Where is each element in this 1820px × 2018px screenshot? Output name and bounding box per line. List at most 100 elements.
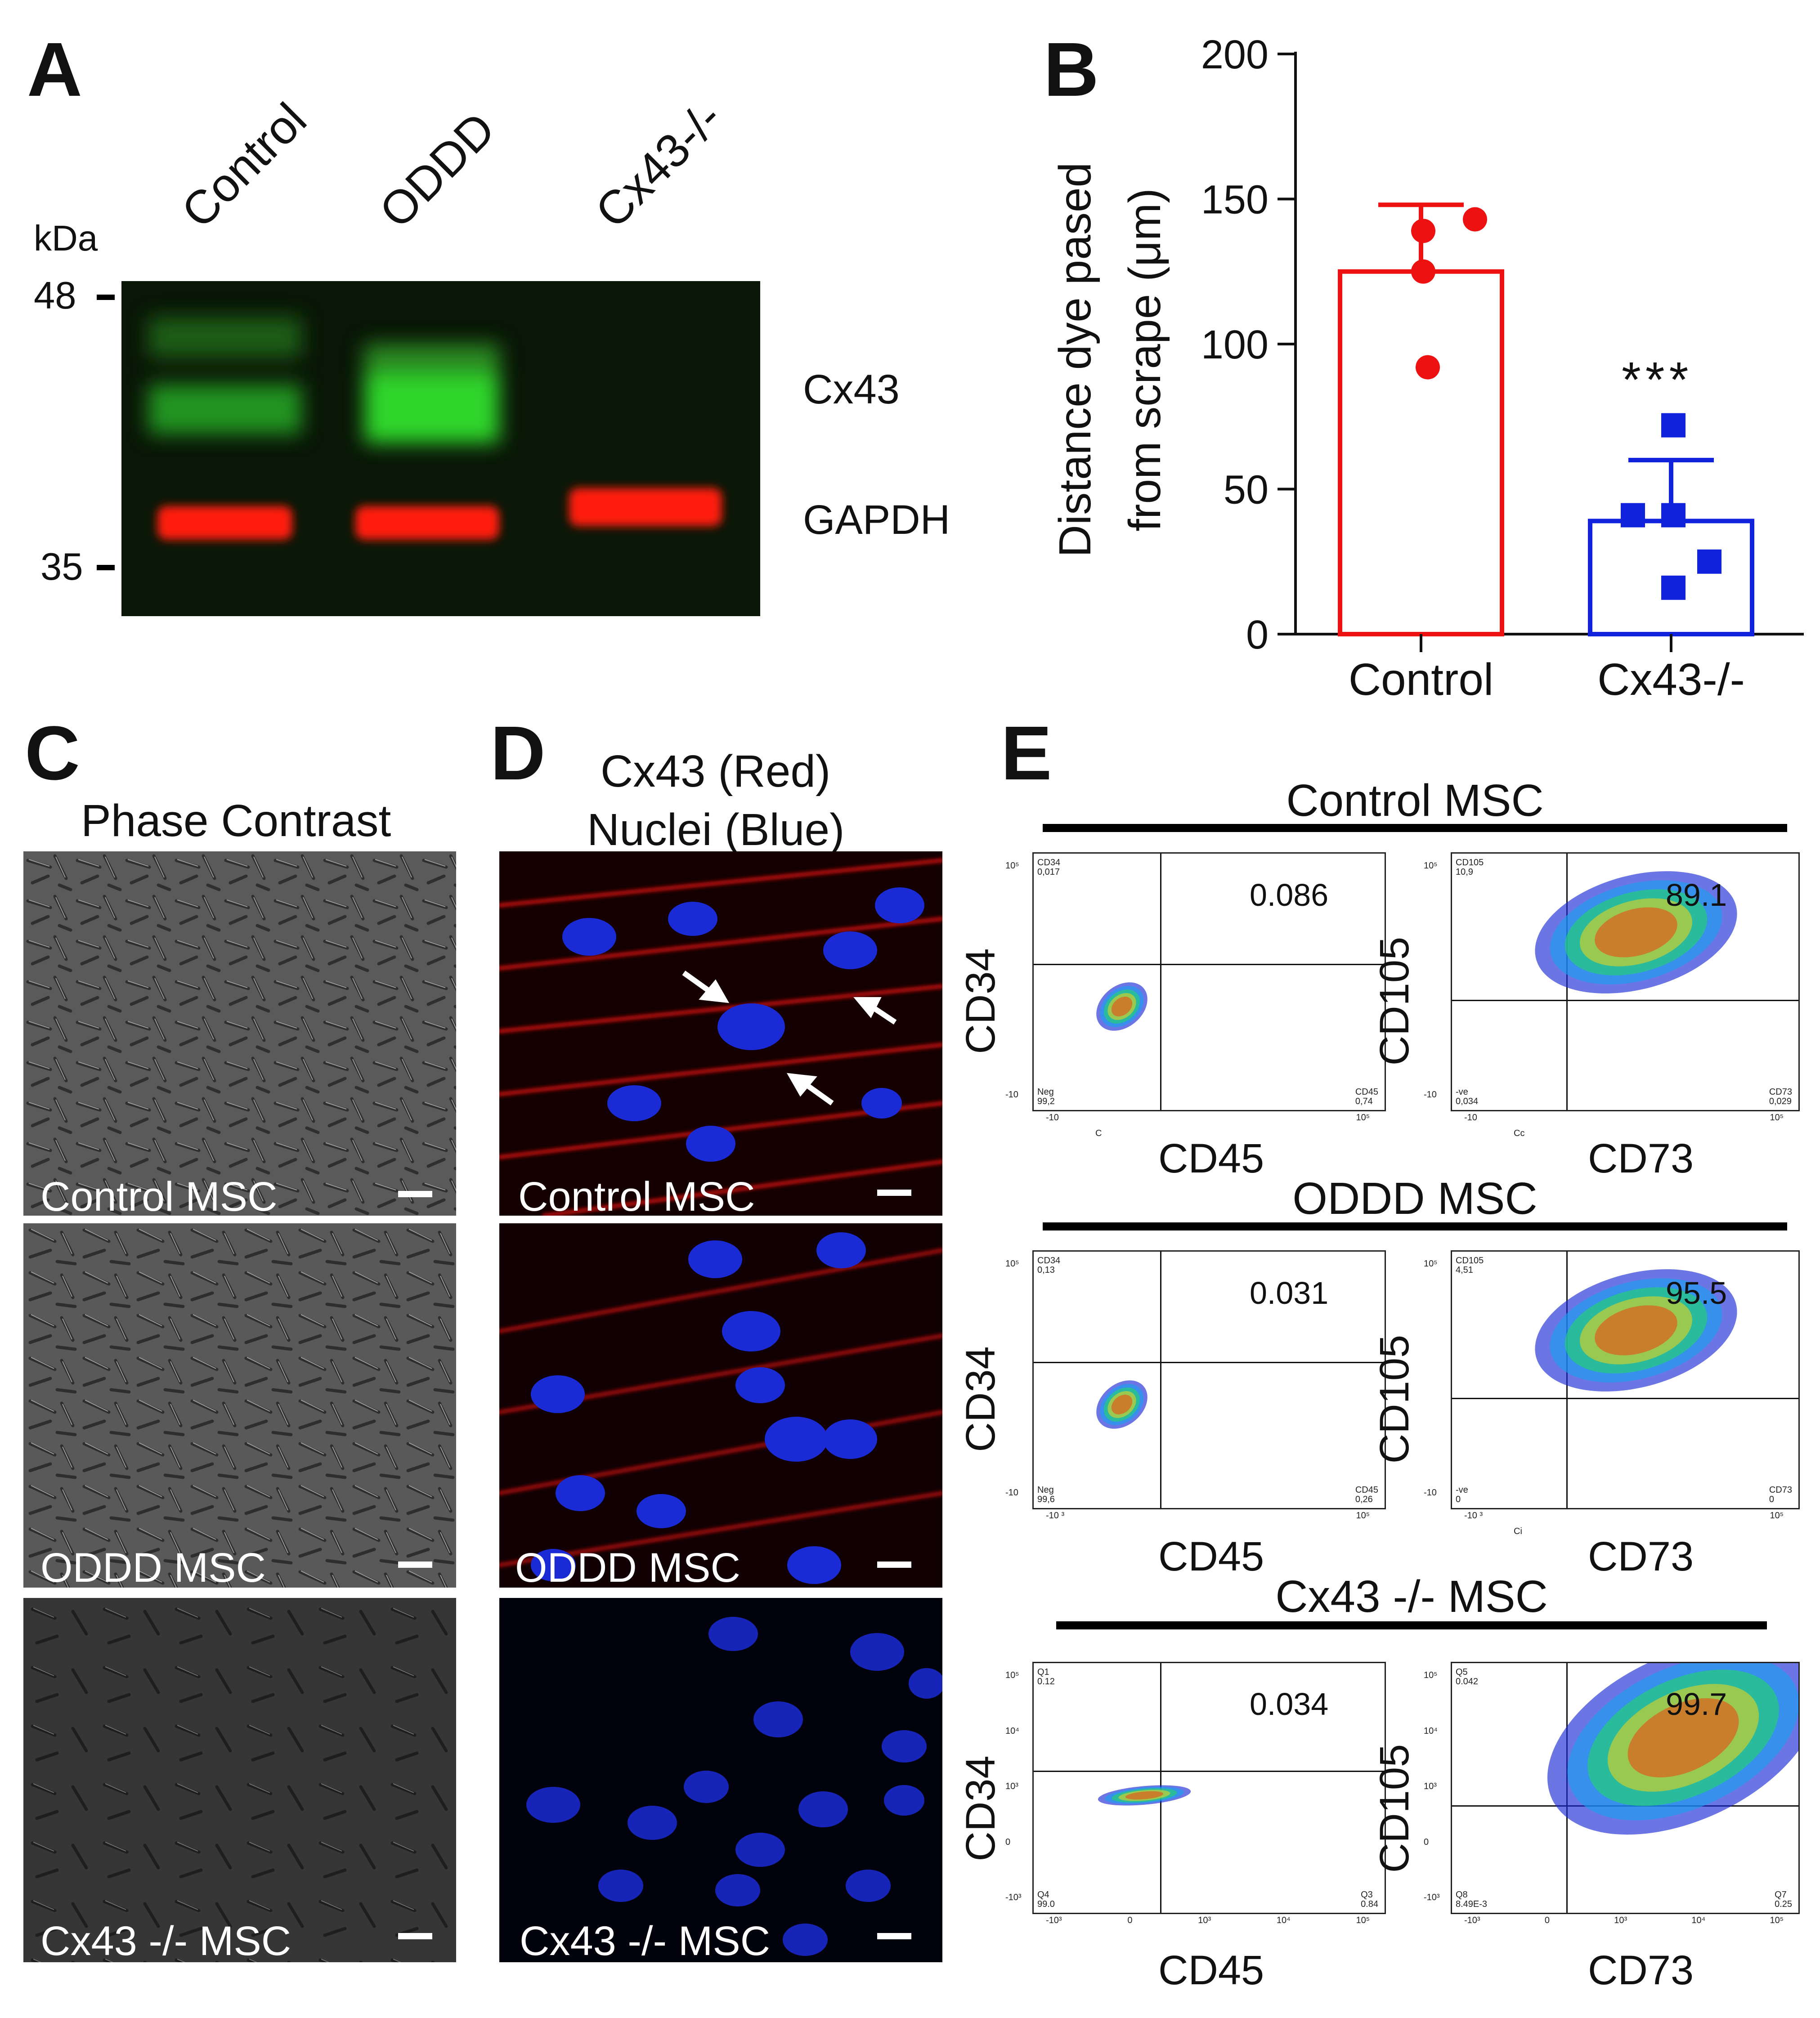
- data-point: [1621, 503, 1645, 528]
- quadrant-percentage: 95.5: [1666, 1275, 1727, 1311]
- quadrant-label-lower-left: Q4 99.0: [1037, 1890, 1055, 1909]
- marker-35: 35: [40, 546, 83, 588]
- chart-ylabel-line2: from scrape (μm): [1120, 188, 1170, 532]
- flow-x-axis-label: CD73: [1588, 1534, 1694, 1579]
- gate-horizontal: [1452, 1398, 1798, 1399]
- flow-y-axis-label: CD105: [1372, 936, 1417, 1066]
- quadrant-label-lower-left: Neg 99,2: [1037, 1087, 1055, 1106]
- panel-letter-e: E: [1001, 711, 1052, 796]
- flow-y-axis-label: CD105: [1372, 1744, 1417, 1873]
- x-tick: 10⁴: [1691, 1915, 1706, 1925]
- scale-bar: [398, 1933, 432, 1939]
- y-tick: 10⁵: [1424, 861, 1438, 871]
- x-tick: 10⁵: [1770, 1511, 1784, 1521]
- y-tick: 10⁵: [1005, 861, 1019, 871]
- scale-bar: [877, 1190, 911, 1196]
- panel-letter-d: D: [490, 711, 546, 796]
- phase-image-control: [23, 851, 456, 1216]
- phase-image-oddd: [23, 1223, 456, 1588]
- fluor-image-oddd: [499, 1223, 942, 1588]
- gate-horizontal: [1452, 1000, 1798, 1001]
- quadrant-label-lower-right: Q7 0.25: [1775, 1890, 1792, 1909]
- gate-vertical: [1160, 854, 1161, 1110]
- quadrant-label-lower-right: CD73 0,029: [1769, 1087, 1792, 1106]
- x-tick: 10⁵: [1356, 1113, 1370, 1123]
- flow-x-axis-label: CD73: [1588, 1947, 1694, 1993]
- gate-horizontal: [1034, 1362, 1385, 1363]
- x-tick-labels: -10³ 0 10³ 10⁴ 10⁵: [1464, 1916, 1784, 1925]
- gate-horizontal: [1034, 964, 1385, 965]
- chart-ylabel-line1: Distance dye pased: [1050, 162, 1100, 558]
- x-tick: -10³: [1046, 1915, 1062, 1925]
- flow-group-separator: [1043, 824, 1787, 832]
- scatter-population: [1096, 982, 1148, 1031]
- y-tick-labels: 10⁵ 10⁴ 10³ 0 -10³: [1005, 1671, 1022, 1902]
- fluor-title-line2: Nuclei (Blue): [587, 805, 845, 855]
- y-tick: 0: [1424, 1837, 1429, 1847]
- x-tick-labels: -10³ 0 10³ 10⁴ 10⁵: [1046, 1916, 1370, 1925]
- y-tick-label: 0: [1246, 613, 1269, 658]
- bar-chart: 0 50 100 150 200 Control Cx43-/-: [1201, 36, 1804, 705]
- x-tick: -10 ³: [1046, 1511, 1065, 1521]
- y-tick: 10⁵: [1005, 1670, 1019, 1680]
- x-tick: 10⁴: [1276, 1915, 1291, 1925]
- axis-corner-label: Ci: [1514, 1526, 1522, 1536]
- lane-label-cx43ko: Cx43-/-: [585, 91, 732, 238]
- western-blot-image: [121, 281, 760, 616]
- flow-plot: CD105 4,51 -ve 0 CD73 0 95.5: [1451, 1250, 1800, 1509]
- data-point: [1463, 207, 1487, 232]
- quadrant-label-upper-left: CD105 10,9: [1456, 858, 1484, 877]
- marker-35-tick: [97, 565, 115, 570]
- x-tick-label: Cx43-/-: [1597, 654, 1745, 705]
- quadrant-label-lower-right: CD45 0,74: [1355, 1087, 1378, 1106]
- scatter-population: [1098, 1785, 1191, 1806]
- flow-x-axis-label: CD45: [1158, 1136, 1264, 1181]
- y-tick: -10: [1005, 1090, 1018, 1100]
- x-tick-label: Control: [1349, 654, 1493, 705]
- quadrant-percentage: 0.034: [1250, 1687, 1329, 1722]
- x-tick-labels: -10 10⁵: [1046, 1113, 1370, 1123]
- scatter-population: [1547, 1663, 1798, 1835]
- fluor-label-control: Control MSC: [518, 1174, 755, 1220]
- bar-Control: [1338, 269, 1504, 636]
- flow-plot: CD105 10,9 -ve 0,034 CD73 0,029 89.1: [1451, 852, 1800, 1111]
- x-tick: 10⁵: [1770, 1915, 1784, 1925]
- scale-bar: [877, 1562, 911, 1568]
- y-tick-label: 50: [1224, 468, 1269, 513]
- y-tick-labels: 10⁵ -10: [1424, 861, 1438, 1100]
- flow-group-title: ODDD MSC: [1292, 1173, 1538, 1224]
- flow-y-axis-label: CD105: [1372, 1334, 1417, 1464]
- flow-x-axis-label: CD73: [1588, 1136, 1694, 1181]
- y-tick: 10⁵: [1424, 1259, 1438, 1269]
- flow-group-separator: [1043, 1222, 1787, 1230]
- fluor-label-cx43ko: Cx43 -/- MSC: [520, 1918, 771, 1964]
- phase-label-control: Control MSC: [40, 1174, 278, 1220]
- y-tick: 10⁴: [1424, 1726, 1438, 1736]
- fluor-image-control: [499, 851, 942, 1216]
- lane-label-oddd: ODDD: [369, 102, 505, 238]
- flow-x-axis-label: CD45: [1158, 1534, 1264, 1579]
- quadrant-label-lower-left: -ve 0: [1456, 1485, 1468, 1504]
- flow-plot: Q1 0.12 Q4 99.0 Q3 0.84 0.034: [1032, 1662, 1386, 1914]
- quadrant-label-lower-right: CD45 0,26: [1355, 1485, 1378, 1504]
- x-tick-labels: -10 ³ 10⁵: [1464, 1511, 1784, 1521]
- lane-label-control: Control: [171, 93, 317, 238]
- scatter-population: [1535, 871, 1737, 993]
- y-tick-labels: 10⁵ 10⁴ 10³ 0 -10³: [1424, 1671, 1440, 1902]
- axis-corner-label: C: [1095, 1128, 1102, 1138]
- flow-group-separator: [1056, 1621, 1767, 1629]
- x-tick: 10⁵: [1356, 1511, 1370, 1521]
- scatter-population: [1096, 1380, 1148, 1429]
- quadrant-label-lower-right: CD73 0: [1769, 1485, 1792, 1504]
- x-tick: 0: [1544, 1915, 1550, 1925]
- quadrant-percentage: 89.1: [1666, 877, 1727, 913]
- panel-letter-b: B: [1044, 27, 1099, 112]
- quadrant-label-upper-left: CD34 0,017: [1037, 858, 1061, 877]
- data-point: [1697, 549, 1721, 574]
- axis-corner-label: Cc: [1514, 1128, 1525, 1138]
- marker-48-tick: [97, 295, 115, 300]
- x-tick: 10⁵: [1770, 1113, 1784, 1123]
- flow-plot: CD34 0,13 Neg 99,6 CD45 0,26 0.031: [1032, 1250, 1386, 1509]
- phase-label-cx43ko: Cx43 -/- MSC: [40, 1918, 291, 1964]
- flow-plot: Q5 0.042 Q8 8.49E-3 Q7 0.25 99.7: [1451, 1662, 1800, 1914]
